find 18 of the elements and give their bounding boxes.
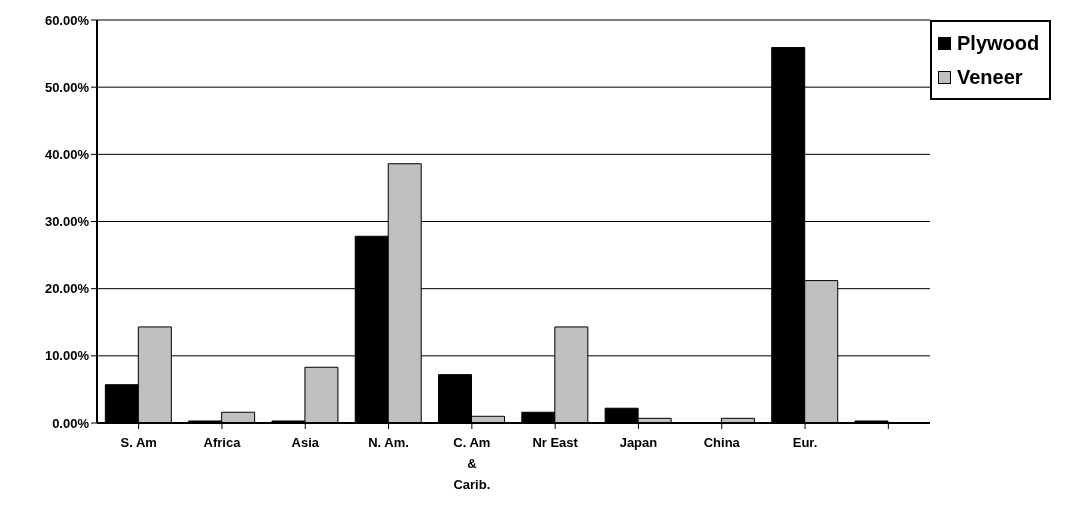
y-tick-label: 20.00%: [44, 281, 90, 297]
y-tick-label: 0.00%: [52, 415, 90, 431]
y-tick-label: 10.00%: [44, 348, 90, 364]
legend-label: Veneer: [957, 65, 1023, 90]
y-tick-label: 40.00%: [44, 146, 90, 162]
x-tick-label: S. Am: [120, 435, 157, 450]
x-tick-label: Japan: [619, 435, 658, 450]
x-tick-label: China: [703, 435, 741, 450]
y-tick-label: 50.00%: [44, 79, 90, 95]
y-tick-label: 60.00%: [44, 12, 90, 28]
x-tick-label: Nr East: [532, 435, 579, 450]
x-tick-label: Eur.: [792, 435, 818, 450]
x-tick-label: Asia: [291, 435, 320, 450]
x-tick-label: N. Am.: [368, 435, 409, 450]
x-tick-label: Africa: [203, 435, 242, 450]
legend-label: Plywood: [957, 31, 1040, 56]
y-tick-label: 30.00%: [44, 214, 90, 230]
x-tick-label: C. Am & Carib.: [453, 435, 491, 492]
